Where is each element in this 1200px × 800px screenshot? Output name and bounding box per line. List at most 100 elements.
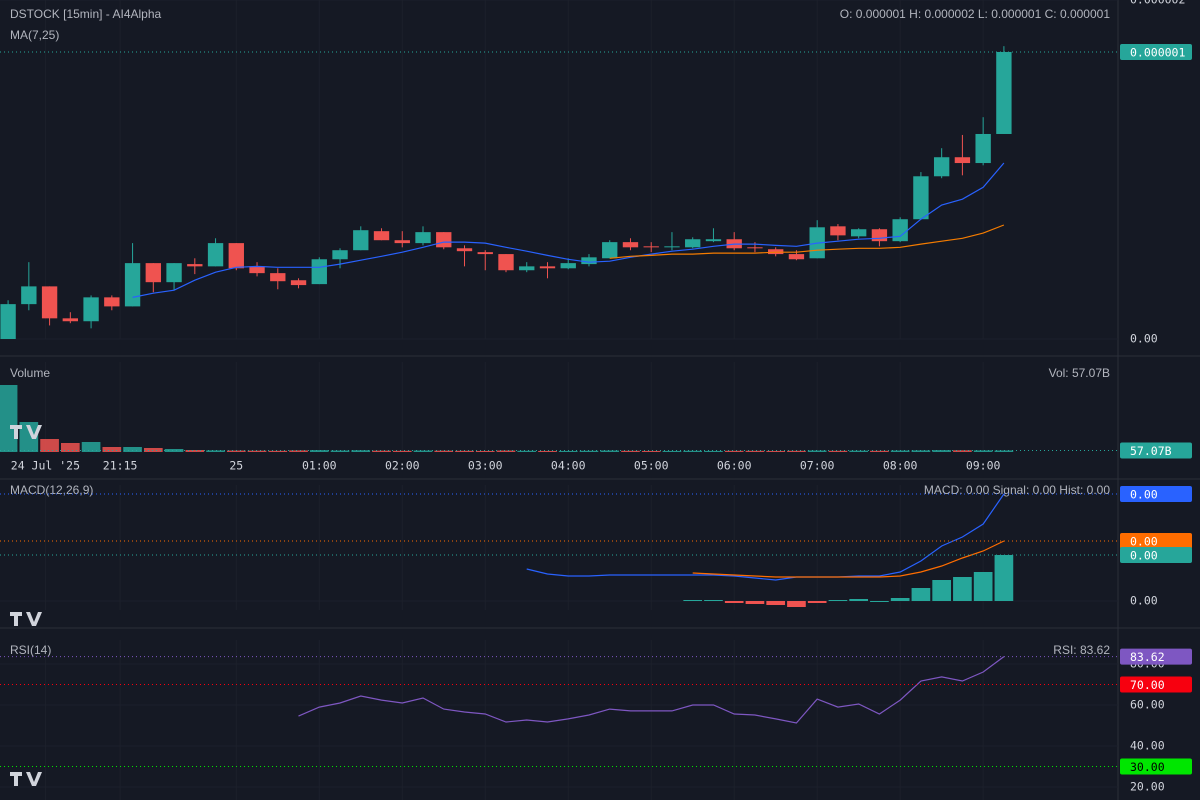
axis-tag — [1120, 43, 1192, 60]
candle-body — [519, 266, 535, 271]
volume-bar — [247, 450, 267, 452]
volume-bar — [268, 450, 288, 452]
candle-body — [166, 263, 182, 283]
candle-body — [705, 239, 722, 242]
candle-body — [0, 304, 16, 339]
volume-bar — [392, 450, 412, 452]
y-tick-label: 20.00 — [1130, 780, 1165, 794]
axis-tag — [1120, 676, 1192, 693]
candle-body — [664, 246, 680, 248]
candle-body — [871, 229, 888, 242]
histogram-bar — [994, 555, 1014, 601]
y-tick-label: 60.00 — [1130, 698, 1165, 712]
candle-body — [685, 239, 701, 248]
candle-body — [539, 266, 556, 269]
candle-body — [954, 157, 971, 164]
volume-bar — [330, 450, 350, 452]
candle-body — [643, 246, 659, 248]
volume-bar — [102, 446, 122, 452]
candle-body — [913, 176, 929, 220]
volume-bar — [704, 450, 723, 452]
y-tick-label: 40.00 — [1130, 739, 1165, 753]
candle-body — [104, 297, 120, 307]
volume-bar — [164, 449, 184, 452]
candle-body — [62, 318, 79, 322]
volume-bar — [724, 450, 744, 452]
candle-body — [830, 226, 846, 236]
volume-bar — [662, 450, 682, 452]
x-tick-label: 03:00 — [468, 459, 503, 473]
volume-bar — [143, 448, 163, 452]
volume-bar — [973, 450, 993, 452]
volume-bar — [434, 450, 454, 452]
candle-body — [477, 252, 493, 255]
candle-body — [207, 243, 224, 267]
axis-tag — [1120, 486, 1192, 502]
ohlc-label: O: 0.000001 H: 0.000002 L: 0.000001 C: 0… — [840, 7, 1111, 21]
pane-title: MACD(12,26,9) — [10, 483, 93, 497]
histogram-bar — [849, 599, 869, 601]
volume-bar — [579, 450, 599, 452]
volume-bar — [890, 450, 910, 452]
x-tick-label: 04:00 — [551, 459, 586, 473]
candle-body — [933, 157, 950, 177]
volume-bar — [600, 450, 620, 452]
candle-body — [581, 257, 597, 265]
candle-body — [436, 232, 452, 248]
candle-body — [311, 259, 327, 285]
candle-body — [41, 286, 58, 319]
candle-body — [394, 240, 410, 244]
volume-bar — [40, 439, 59, 452]
x-tick-label: 05:00 — [634, 459, 669, 473]
volume-bar — [19, 422, 39, 452]
volume-bar — [953, 450, 972, 452]
volume-bar — [496, 450, 516, 452]
candle-body — [975, 133, 991, 164]
volume-bar — [289, 450, 308, 452]
histogram-bar — [683, 600, 703, 601]
candle-body — [996, 51, 1012, 134]
volume-bar — [745, 450, 765, 452]
candle-body — [21, 286, 37, 305]
x-tick-label: 08:00 — [883, 459, 918, 473]
candle-body — [353, 230, 369, 251]
volume-bar — [641, 450, 661, 452]
histogram-bar — [932, 580, 951, 601]
indicator-line — [692, 540, 1005, 578]
histogram-bar — [828, 600, 848, 601]
histogram-bar — [890, 598, 910, 601]
volume-bar — [538, 450, 557, 452]
x-tick-label: 01:00 — [302, 459, 337, 473]
x-tick-label: 21:15 — [103, 459, 138, 473]
volume-bar — [558, 450, 578, 452]
axis-tag-label: 70.00 — [1130, 678, 1165, 692]
volume-bar — [123, 446, 142, 452]
histogram-bar — [953, 577, 972, 601]
histogram-bar — [766, 601, 786, 605]
candle-body — [270, 273, 286, 282]
histogram-bar — [911, 588, 931, 601]
x-tick-label: 09:00 — [966, 459, 1001, 473]
volume-bar — [621, 450, 640, 452]
candle-body — [560, 263, 576, 269]
volume-bar — [828, 450, 848, 452]
candle-body — [373, 231, 390, 241]
volume-bar — [475, 450, 495, 452]
volume-bar — [683, 450, 703, 452]
candle-body — [747, 247, 763, 249]
volume-bar — [455, 450, 474, 452]
axis-tag-label: 83.62 — [1130, 650, 1165, 664]
histogram-bar — [973, 572, 993, 601]
candle-body — [124, 263, 141, 307]
candle-body — [249, 266, 265, 274]
candle-body — [622, 242, 639, 248]
candle-body — [332, 250, 348, 260]
candle-body — [228, 243, 244, 269]
candle-body — [415, 232, 431, 244]
axis-tag-label: 0.00 — [1130, 549, 1158, 563]
histogram-bar — [807, 601, 827, 603]
volume-bar — [932, 450, 951, 452]
volume-bar — [517, 450, 537, 452]
